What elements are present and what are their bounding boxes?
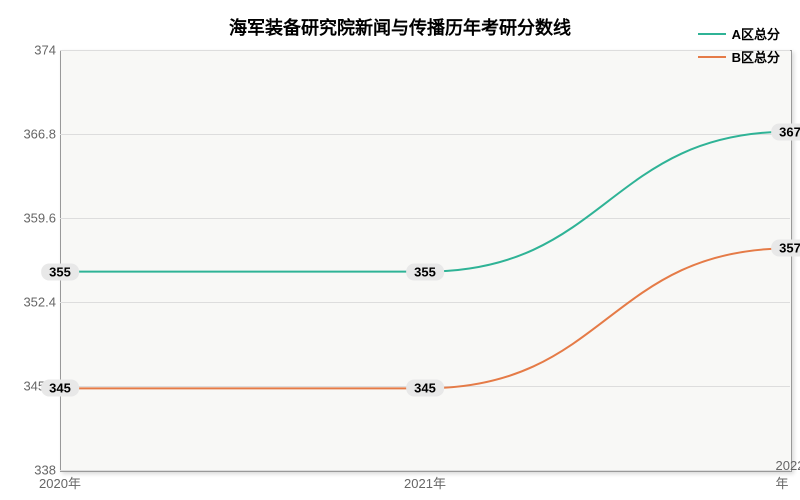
data-point-label: 355 (41, 263, 79, 280)
x-axis-label: 2020年 (39, 473, 81, 492)
legend-swatch-a (698, 33, 726, 35)
line-svg (60, 50, 790, 470)
legend-item-b: B区总分 (698, 47, 780, 66)
data-point-label: 355 (406, 263, 444, 280)
y-axis-label: 359.6 (20, 211, 56, 226)
y-axis-label: 352.4 (20, 295, 56, 310)
data-point-label: 357 (771, 240, 800, 257)
y-axis-label: 366.8 (20, 127, 56, 142)
chart-container: 海军装备研究院新闻与传播历年考研分数线 338345.2352.4359.636… (0, 0, 800, 500)
legend-label-a: A区总分 (732, 24, 780, 43)
x-axis-label: 2021年 (404, 473, 446, 492)
legend: A区总分 B区总分 (698, 24, 780, 70)
legend-swatch-b (698, 56, 726, 58)
data-point-label: 367 (771, 123, 800, 140)
data-point-label: 345 (406, 380, 444, 397)
gridline (60, 470, 790, 471)
data-point-label: 345 (41, 380, 79, 397)
legend-label-b: B区总分 (732, 47, 780, 66)
y-axis-label: 374 (20, 43, 56, 58)
legend-item-a: A区总分 (698, 24, 780, 43)
chart-title: 海军装备研究院新闻与传播历年考研分数线 (0, 14, 800, 40)
series-line (60, 132, 790, 272)
